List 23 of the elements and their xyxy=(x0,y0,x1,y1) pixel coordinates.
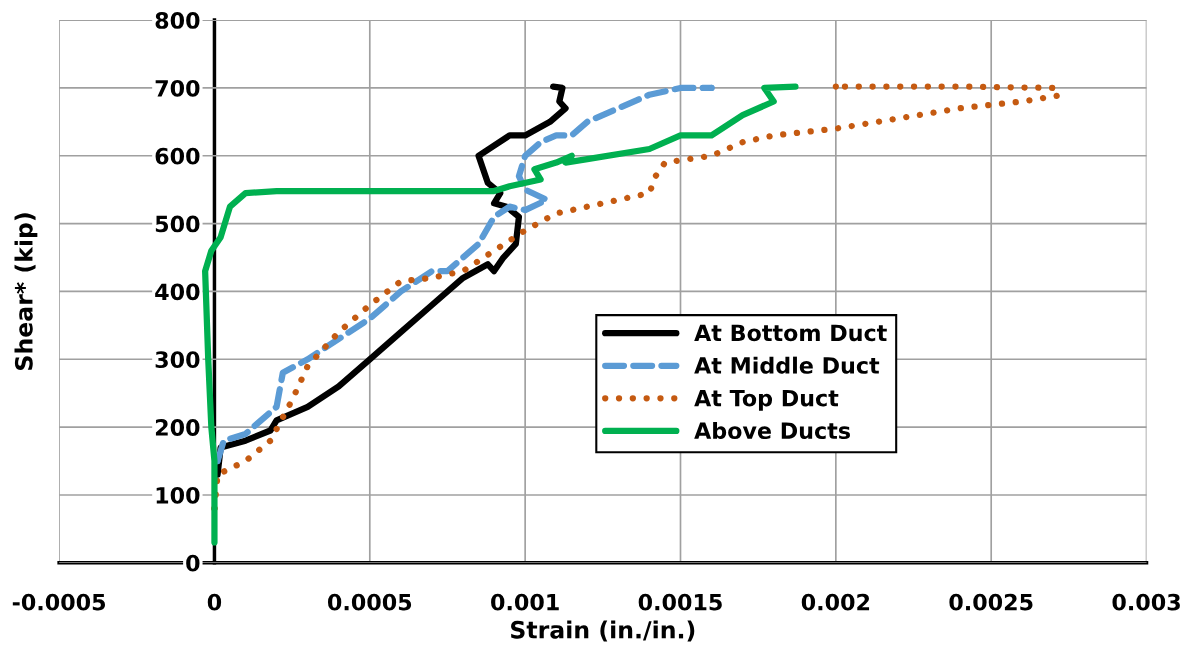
legend-label: At Middle Duct xyxy=(694,356,880,374)
y-tick-label: 600 xyxy=(155,147,200,165)
x-tick-label: 0.0015 xyxy=(638,593,722,611)
y-tick-label: 200 xyxy=(155,419,200,436)
y-tick-label: 500 xyxy=(155,215,200,233)
x-tick-label: 0.0005 xyxy=(327,593,412,611)
legend-label: At Bottom Duct xyxy=(694,324,887,342)
x-tick-label: 0.0025 xyxy=(949,593,1033,611)
y-tick-label: 100 xyxy=(156,486,200,504)
x-tick-label: -0.0005 xyxy=(12,593,106,611)
x-tick-label: 0.002 xyxy=(801,593,870,611)
x-axis-title: Strain (in./in.) xyxy=(511,620,695,642)
legend-label: Above Ducts xyxy=(694,421,850,440)
x-tick-label: 0.001 xyxy=(491,593,559,611)
y-tick-label: 300 xyxy=(155,351,200,369)
y-tick-label: 400 xyxy=(155,283,200,301)
x-tick-label: 0 xyxy=(207,593,222,611)
y-tick-label: 700 xyxy=(155,79,200,97)
y-tick-label: 800 xyxy=(155,12,200,29)
legend-label: At Top Duct xyxy=(694,389,839,411)
x-tick-label: 0.003 xyxy=(1112,593,1180,611)
y-tick-label: 0 xyxy=(186,554,200,572)
y-axis-title: Shear* (kip) xyxy=(14,213,38,370)
